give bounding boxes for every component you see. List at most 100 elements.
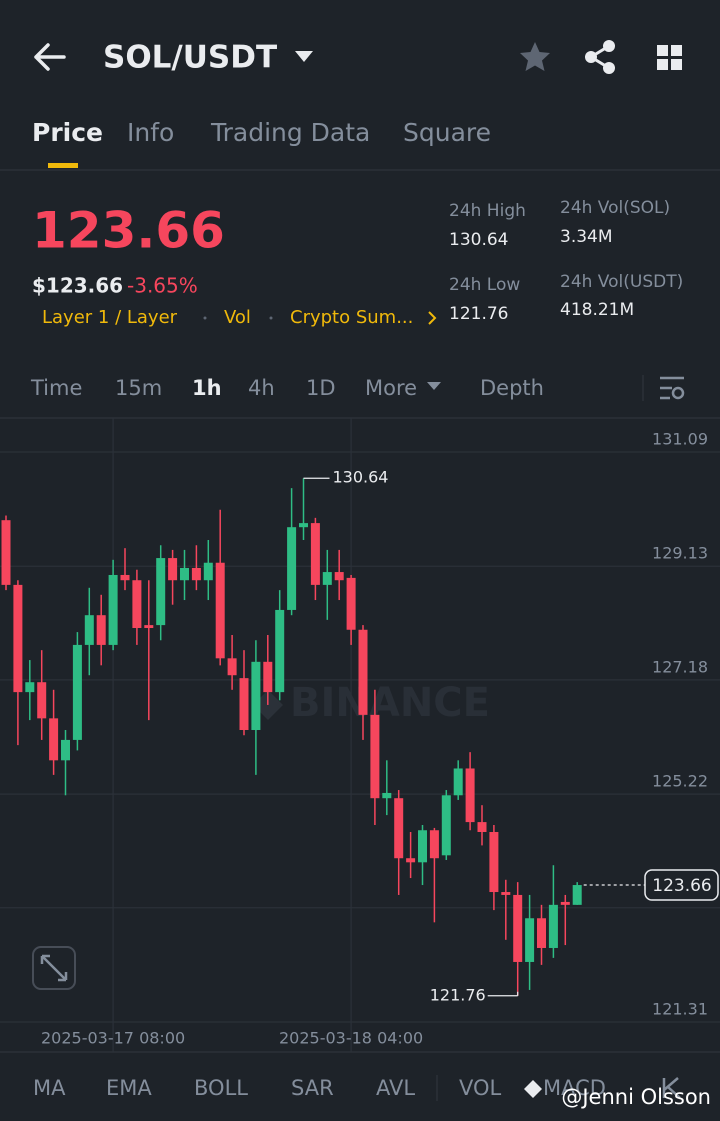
favorite-icon[interactable] [520, 42, 550, 71]
candle-body [382, 792, 392, 799]
candle-body [61, 739, 70, 761]
y-tick-label: 131.09 [652, 430, 708, 449]
candle-body [263, 661, 273, 693]
candle-body [322, 572, 332, 585]
candle-body [370, 714, 380, 799]
candle-body [418, 830, 427, 863]
last-price-badge [644, 869, 719, 901]
candle-body [239, 678, 249, 731]
tag-separator [269, 316, 273, 320]
indicator[interactable]: AVL [376, 1076, 415, 1100]
y-tick-label: 127.18 [652, 657, 708, 676]
settings-gear [671, 386, 685, 400]
indicator[interactable]: SAR [291, 1076, 334, 1100]
chart-watermark: BINANCE [290, 680, 490, 726]
candle-body [299, 523, 308, 528]
candle-body [477, 822, 487, 832]
candle-body [346, 577, 356, 630]
interval[interactable]: More [365, 376, 417, 400]
tag[interactable]: Crypto Sum... [290, 307, 413, 328]
pair-dropdown[interactable] [295, 51, 313, 62]
low-marker-label: 121.76 [430, 985, 486, 1004]
grid-cell [671, 59, 682, 70]
stat-label: 24h Vol(USDT) [560, 272, 683, 292]
high-marker-label: 130.64 [333, 468, 389, 487]
candle-body [453, 768, 463, 796]
tags-more[interactable] [428, 311, 437, 325]
candle-body [358, 629, 368, 715]
candle-body [72, 644, 82, 740]
candle-body [525, 918, 535, 962]
candle-body [406, 858, 416, 863]
grid-menu-icon[interactable] [657, 45, 682, 70]
candle-body [560, 901, 570, 905]
candle-body [548, 904, 558, 948]
candle-body [465, 768, 475, 823]
candle-body [215, 562, 225, 659]
candle-body [227, 658, 237, 676]
candle-body [108, 574, 118, 645]
tab-indicator [48, 163, 78, 168]
candle-body [1, 520, 11, 585]
y-tick-label: 125.22 [652, 772, 708, 791]
candle-body [513, 894, 523, 962]
tab[interactable]: Square [403, 118, 491, 147]
user-watermark: @Jenni Olsson [561, 1085, 711, 1109]
tab[interactable]: Trading Data [210, 118, 370, 147]
back-button[interactable] [34, 43, 66, 71]
indicator[interactable]: EMA [106, 1076, 152, 1100]
interval-active[interactable]: 1h [192, 376, 222, 400]
candle-body [144, 625, 154, 629]
candle-body [334, 572, 344, 581]
stat-value: 418.21M [560, 300, 634, 320]
chart-settings-icon[interactable] [660, 376, 685, 400]
candle-body [37, 682, 47, 719]
interval[interactable]: 1D [306, 376, 336, 400]
expand-arrows [40, 954, 68, 982]
grid-cell [657, 45, 668, 56]
price-usd: $123.66 [32, 274, 123, 298]
tab[interactable]: Info [127, 118, 174, 147]
collapse-icon[interactable] [662, 1077, 681, 1099]
last-price: 123.66 [32, 202, 225, 260]
tag[interactable]: Layer 1 / Layer [42, 307, 178, 328]
candle-body [251, 661, 261, 731]
interval[interactable]: 15m [115, 376, 162, 400]
candle-body [96, 615, 106, 645]
interval[interactable]: 4h [248, 376, 275, 400]
expand-button[interactable] [32, 946, 76, 990]
stat-label: 24h High [449, 201, 526, 221]
stat-value: 3.34M [560, 227, 613, 247]
candle-body [84, 615, 94, 645]
share-icon[interactable] [585, 40, 615, 74]
x-tick-label: 2025-03-17 08:00 [41, 1029, 185, 1048]
candle-body [501, 892, 511, 895]
more-dropdown[interactable] [427, 382, 441, 390]
candle-body [572, 885, 582, 905]
interval[interactable]: Time [30, 376, 82, 400]
stat-label: 24h Low [449, 275, 520, 295]
pair-title[interactable]: SOL/USDT [103, 40, 277, 76]
tag-separator [203, 316, 207, 320]
indicator[interactable]: VOL [459, 1076, 502, 1100]
user-badge [524, 1080, 542, 1098]
candle-body [394, 798, 404, 859]
indicator[interactable]: MACD [543, 1076, 606, 1100]
y-tick-label: 121.31 [652, 1000, 708, 1019]
candle-body [429, 830, 439, 859]
back-arrow [34, 43, 66, 71]
indicator[interactable]: BOLL [194, 1076, 248, 1100]
interval[interactable]: Depth [480, 376, 544, 400]
indicator[interactable]: MA [33, 1076, 66, 1100]
candle-body [489, 832, 499, 893]
tab-active[interactable]: Price [32, 118, 103, 147]
price-change: -3.65% [127, 274, 198, 298]
last-price-label: 123.66 [652, 876, 711, 896]
settings-lines [660, 376, 684, 400]
candle-body [49, 718, 59, 761]
candle-body [180, 567, 189, 581]
tag[interactable]: Vol [224, 307, 251, 328]
share-lines [588, 44, 610, 70]
